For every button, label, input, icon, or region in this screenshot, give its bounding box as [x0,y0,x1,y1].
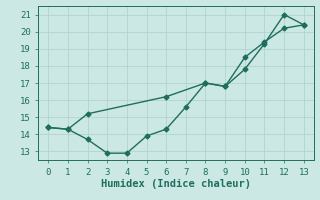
X-axis label: Humidex (Indice chaleur): Humidex (Indice chaleur) [101,179,251,189]
